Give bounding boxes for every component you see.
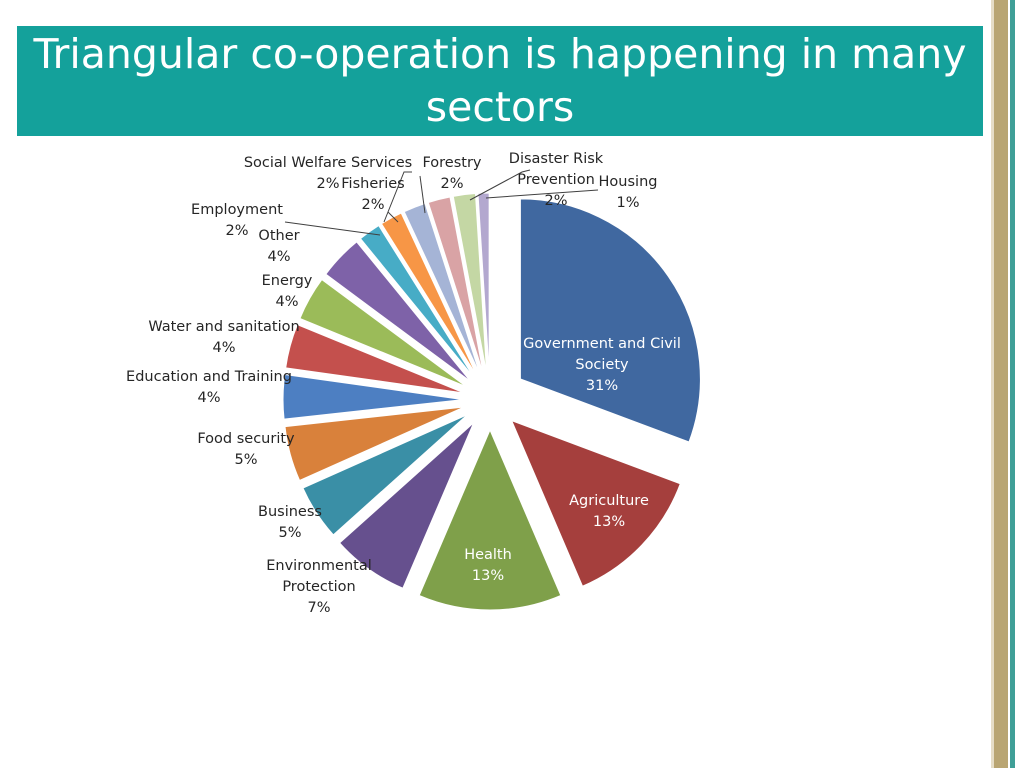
pie-slice-forestry (427, 196, 484, 374)
slice-label-government-and-civil-society: Government and Civil Society 31% (523, 336, 681, 394)
pie-slice-agriculture (510, 419, 681, 587)
pie-slice-fisheries (403, 202, 481, 376)
decorative-side-stripes (991, 0, 1024, 768)
pie-slice-business (302, 414, 468, 536)
slice-label-energy: Energy 4% (262, 273, 313, 310)
slice-label-water-and-sanitation: Water and sanitation 4% (148, 319, 299, 356)
pie-slice-employment (359, 224, 475, 379)
slice-label-environmental-protection: Environmental Protection 7% (266, 558, 372, 616)
slice-label-housing: Housing 1% (599, 174, 658, 211)
pie-slice-food-security (284, 406, 465, 482)
pie-slice-water-and-sanitation (285, 324, 465, 394)
slice-label-education-and-training: Education and Training 4% (126, 369, 292, 406)
slice-label-disaster-risk-prevention: Disaster Risk Prevention 2% (509, 151, 604, 209)
pie-slice-energy (299, 278, 467, 388)
slice-label-social-welfare-services: Social Welfare Services 2% (244, 155, 412, 192)
slice-label-employment: Employment 2% (191, 202, 283, 239)
slice-label-business: Business 5% (258, 504, 322, 541)
pie-slice-social-welfare-services (380, 212, 478, 377)
pie-slice-environmental-protection (338, 422, 475, 589)
title-banner: Triangular co-operation is happening in … (17, 26, 983, 136)
slice-label-other: Other 4% (258, 228, 299, 265)
slice-label-health: Health 13% (464, 547, 512, 584)
leader-line-fisheries (387, 211, 399, 223)
pie-slice-health (418, 428, 562, 611)
leader-line-disaster-risk-prevention (469, 169, 531, 201)
pie-slice-education-and-training (282, 373, 464, 420)
leader-line-forestry (419, 175, 426, 214)
slice-label-agriculture: Agriculture 13% (569, 493, 649, 530)
slice-label-fisheries: Fisheries 2% (341, 176, 404, 213)
slide-title: Triangular co-operation is happening in … (33, 30, 967, 131)
leader-line-housing (485, 189, 599, 199)
slice-label-food-security: Food security 5% (197, 431, 295, 468)
leader-line-social-welfare-services (383, 171, 412, 223)
pie-slice-government-and-civil-society (519, 198, 701, 443)
slice-label-forestry: Forestry 2% (422, 155, 481, 192)
leader-line-employment (284, 221, 381, 236)
pie-slice-disaster-risk-prevention (452, 193, 488, 374)
pie-slice-other (325, 241, 471, 382)
